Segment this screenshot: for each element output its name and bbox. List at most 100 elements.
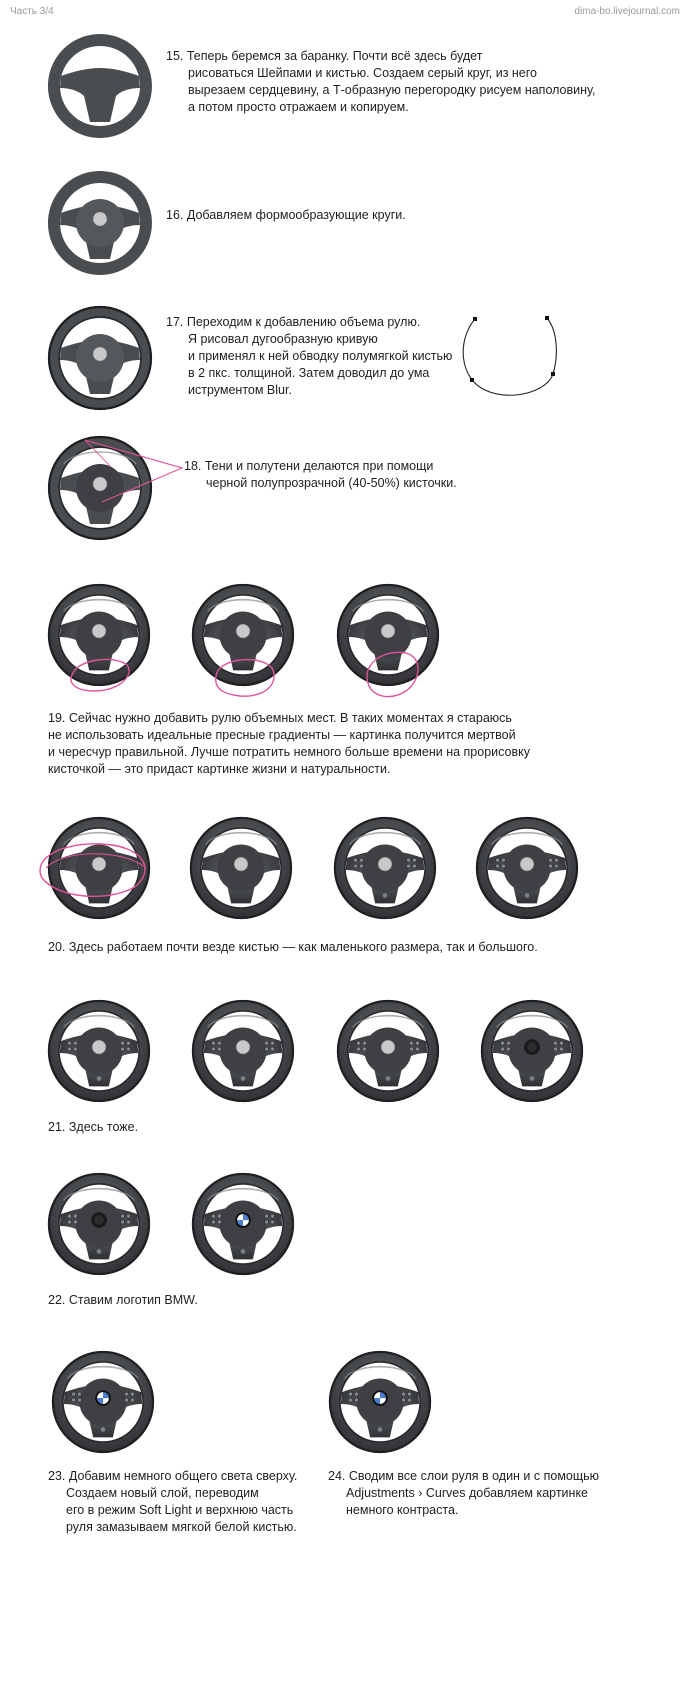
steering-wheel-20c [333,816,437,920]
wheel-button [501,857,506,863]
wheel-button [270,1213,275,1219]
wheel-button [67,1219,72,1225]
wheel-button [120,1213,125,1219]
wheel-button [506,1046,511,1052]
highlight-circle-19b [215,658,275,697]
center-cap [233,856,249,872]
steering-wheel-24 [328,1350,432,1454]
wheel-button [71,1397,76,1403]
wheel-button [217,1213,222,1219]
wheel-button [359,857,364,863]
wheel-button [356,1046,361,1052]
wheel-button [126,1213,131,1219]
wheel-button [217,1219,222,1225]
wheel-button [348,1397,353,1403]
bezier-curve-illustration [462,316,557,396]
wheel-button [412,857,417,863]
wheel-button [71,1391,76,1397]
wheel-button [524,893,530,898]
steering-wheel-16 [47,171,152,275]
wheel-button [354,1397,359,1403]
wheel-button [406,857,411,863]
wheel-button [130,1391,135,1397]
wheel-button [559,1046,564,1052]
wheel-button [415,1046,420,1052]
wheel-button [77,1397,82,1403]
wheel-button [120,1040,125,1046]
center-cap [91,623,107,639]
steering-wheel-20b [189,816,293,920]
wheel-button [548,863,553,869]
wheel-button [554,857,559,863]
pointer-lines-18 [84,439,184,503]
wheel-button [506,1040,511,1046]
wheel-button [211,1046,216,1052]
wheel-button [67,1213,72,1219]
wheel-button [67,1040,72,1046]
wheel-button [211,1040,216,1046]
steering-wheel-19a [47,583,151,687]
wheel-button [377,1427,383,1432]
steering-wheel-17 [47,305,153,411]
wheel-button [356,1040,361,1046]
wheel-button [385,1076,391,1081]
highlight-circle-19c [366,651,419,698]
steering-wheel-15 [47,34,152,138]
page-part-label: Часть 3/4 [10,6,54,17]
step-22-text: 22. Ставим логотип BMW. [48,1293,198,1307]
wheel-button [264,1040,269,1046]
wheel-button [407,1397,412,1403]
wheel-button [500,1040,505,1046]
center-cap [519,856,535,872]
step-21-text: 21. Здесь тоже. [48,1120,139,1134]
steering-wheel-21d [480,999,584,1103]
wheel-button [217,1040,222,1046]
wheel-button [211,1213,216,1219]
steering-wheel-21b [191,999,295,1103]
wheel-button [126,1040,131,1046]
wheel-button [548,857,553,863]
wheel-button [529,1076,535,1081]
wheel-button [495,857,500,863]
site-url: dima-bo.livejournal.com [574,6,680,17]
wheel-button [554,863,559,869]
wheel-spokes [60,68,140,122]
steering-wheel-20d [475,816,579,920]
wheel-button [264,1213,269,1219]
wheel-button [409,1046,414,1052]
wheel-button [401,1397,406,1403]
wheel-button [409,1040,414,1046]
wheel-button [126,1219,131,1225]
steering-wheel-22b [191,1172,295,1276]
wheel-button [67,1046,72,1052]
wheel-button [124,1391,129,1397]
wheel-button [353,863,358,869]
wheel-button [359,863,364,869]
wheel-button [401,1391,406,1397]
wheel-button [501,863,506,869]
center-cap [91,856,107,872]
highlight-circle-19a [70,658,130,692]
step-23-text: 23. Добавим немного общего света сверху.… [48,1469,298,1534]
wheel-button [211,1219,216,1225]
steering-wheel-23 [51,1350,155,1454]
wheel-button [77,1391,82,1397]
center-cap [235,1039,251,1055]
wheel-button [354,1391,359,1397]
wheel-button [415,1040,420,1046]
step-15-text: 15. Теперь беремся за баранку. Почти всё… [166,49,596,114]
steering-wheel-19c [336,583,440,687]
wheel-button [270,1040,275,1046]
wheel-button [362,1046,367,1052]
wheel-button [264,1219,269,1225]
step-17-text: 17. Переходим к добавлению объема рулю. … [166,315,453,397]
wheel-button [96,1249,102,1254]
step-19-text: 19. Сейчас нужно добавить рулю объемных … [48,711,530,776]
steering-wheel-18 [47,435,153,541]
wheel-button [412,863,417,869]
center-cap [235,623,251,639]
center-cap [92,346,108,362]
wheel-button [382,893,388,898]
wheel-button [559,1040,564,1046]
wheel-button [353,857,358,863]
